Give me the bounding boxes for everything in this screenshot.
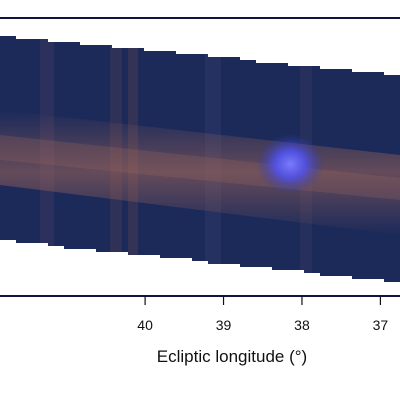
x-tick-label: 37 <box>373 317 389 333</box>
x-axis-ticks: 40 39 38 37 <box>137 296 388 333</box>
dust-band <box>0 110 400 235</box>
x-tick-label: 39 <box>216 317 232 333</box>
x-tick-label: 38 <box>294 317 310 333</box>
bright-source <box>256 134 325 194</box>
x-axis-label: Ecliptic longitude (°) <box>157 347 307 366</box>
sky-image-strip <box>0 36 400 282</box>
x-tick-label: 40 <box>137 317 153 333</box>
